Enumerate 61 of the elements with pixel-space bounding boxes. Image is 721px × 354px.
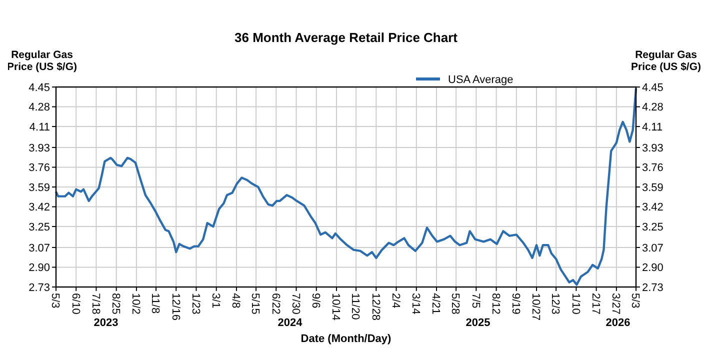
x-tick-label: 7/5 <box>469 293 482 308</box>
text: 2026 <box>606 317 630 329</box>
y2-tick-label: 4.11 <box>642 121 663 134</box>
x-tick-label: 5/28 <box>449 293 462 314</box>
x-tick-label: 4/21 <box>430 293 442 314</box>
x-tick-label: 8/12 <box>489 293 502 314</box>
x-tick-label: 8/25 <box>109 293 122 314</box>
y-tick-label: 3.59 <box>28 182 50 194</box>
y2-tick-label: 3.25 <box>642 221 664 234</box>
y-tick-label: 4.45 <box>28 82 50 94</box>
x-tick-label: 9/6 <box>310 293 322 308</box>
y2-tick-label: 3.07 <box>642 242 664 254</box>
x-tick-label: 10/14 <box>330 293 342 321</box>
x-tick-label: 3/1 <box>209 293 222 308</box>
x-tick-label: 11/8 <box>149 293 162 314</box>
y-tick-label: 3.76 <box>28 162 50 174</box>
y-tick-label: 3.25 <box>28 221 50 234</box>
y2-tick-label: 3.76 <box>642 162 664 174</box>
x-tick-label: 2/4 <box>389 293 402 308</box>
y2-tick-label: 3.42 <box>642 202 664 214</box>
x-tick-label: 4/8 <box>230 293 242 308</box>
y-tick-label: 4.28 <box>28 102 50 114</box>
x-axis-title: Date (Month/Day) <box>300 333 392 345</box>
x-tick-label: 2/17 <box>589 293 602 314</box>
y-tick-label: 3.42 <box>28 202 50 214</box>
x-tick-label: 10/2 <box>130 293 142 314</box>
x-tick-label: 12/3 <box>549 293 562 314</box>
text: 2024 <box>278 317 304 329</box>
x-tick-label: 7/30 <box>289 293 302 314</box>
x-tick-label: 1/23 <box>189 293 202 314</box>
x-tick-label: 5/3 <box>629 293 642 308</box>
y2-tick-label: 2.90 <box>642 262 664 274</box>
y-tick-label: 2.90 <box>28 262 50 274</box>
legend-label: USA Average <box>448 74 514 86</box>
y2-tick-label: 2.73 <box>642 282 664 294</box>
y2-tick-label: 3.59 <box>642 182 664 194</box>
x-tick-label: 7/18 <box>89 293 102 314</box>
x-tick-label: 10/27 <box>530 293 542 321</box>
x-tick-label: 6/10 <box>69 293 82 314</box>
x-tick-label: 3/27 <box>610 293 622 314</box>
x-tick-label: 12/16 <box>169 293 182 321</box>
y2-tick-label: 3.93 <box>642 142 664 154</box>
chart-title: 36 Month Average Retail Price Chart <box>234 30 458 45</box>
y-tick-label: 2.73 <box>28 282 50 294</box>
x-tick-label: 9/19 <box>510 293 522 314</box>
text: 2023 <box>94 317 118 329</box>
x-tick-label: 3/14 <box>410 293 422 314</box>
y2-tick-label: 4.28 <box>642 102 664 114</box>
x-tick-label: 1/10 <box>569 293 582 314</box>
y-tick-label: 3.07 <box>28 242 50 254</box>
x-tick-label: 5/3 <box>49 293 62 308</box>
x-tick-label: 5/15 <box>249 293 262 314</box>
y-axis-title: Regular Gas Price (US $/G) <box>6 49 78 73</box>
x-tick-label: 12/28 <box>369 293 382 321</box>
y-tick-label: 4.11 <box>29 121 50 134</box>
y2-tick-label: 4.45 <box>642 82 664 94</box>
x-tick-label: 11/20 <box>349 293 362 320</box>
text: 2025 <box>466 317 490 329</box>
x-tick-label: 6/22 <box>269 293 282 314</box>
y-tick-label: 3.93 <box>28 142 50 154</box>
y2-axis-title: Regular Gas Price (US $/G) <box>630 49 702 73</box>
